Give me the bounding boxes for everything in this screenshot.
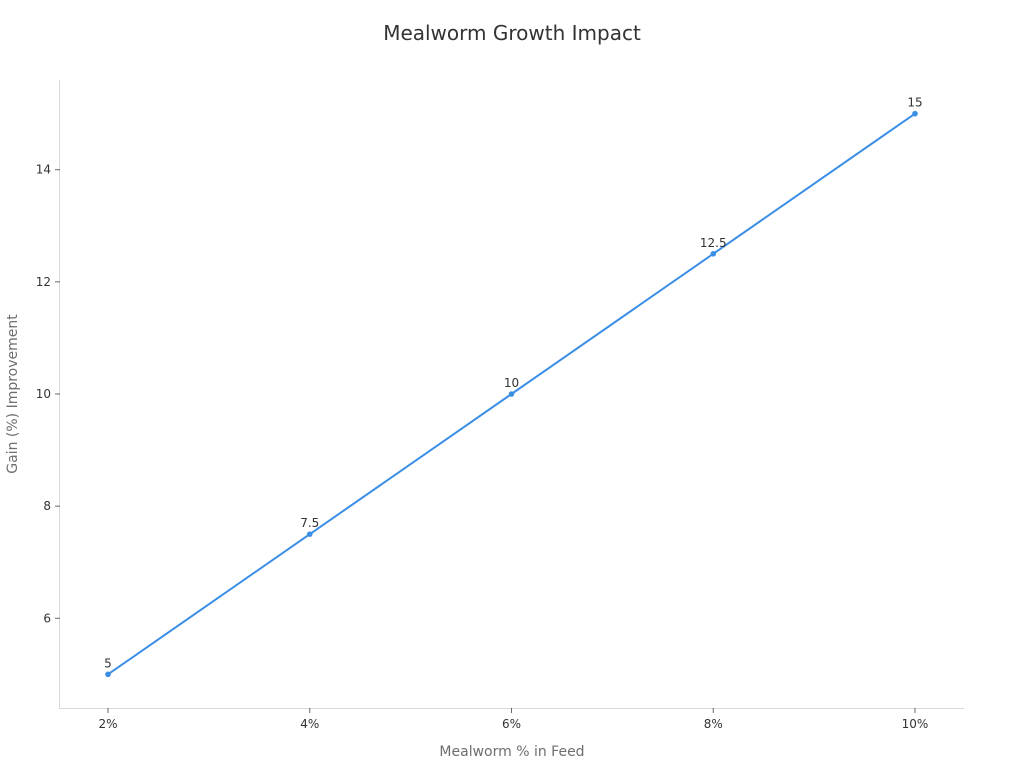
data-label: 12.5 [700, 236, 727, 250]
data-label: 15 [907, 96, 922, 110]
data-point [508, 391, 515, 397]
data-label: 7.5 [300, 516, 319, 530]
y-tick-label: 14 [36, 163, 51, 177]
x-axis-label: Mealworm % in Feed [439, 744, 584, 760]
x-tick-label: 6% [502, 717, 521, 731]
y-axis-ticks: 6 8 10 12 14 [36, 163, 60, 625]
data-point [105, 671, 111, 678]
y-tick-label: 10 [36, 387, 51, 401]
y-tick-label: 6 [43, 611, 51, 625]
x-tick-label: 8% [704, 717, 723, 731]
x-tick-label: 10% [902, 717, 929, 731]
x-tick-label: 2% [98, 717, 117, 731]
data-point [306, 531, 313, 537]
x-tick-label: 4% [300, 717, 319, 731]
data-point [912, 110, 918, 117]
data-label: 10 [504, 376, 519, 390]
data-point [710, 251, 717, 257]
y-tick-label: 8 [43, 499, 51, 513]
chart-title: Mealworm Growth Impact [383, 21, 641, 45]
x-axis-ticks: 2% 4% 6% 8% 10% [98, 708, 928, 731]
data-label: 5 [104, 656, 112, 670]
series-layer: 5 7.5 10 12.5 15 [104, 96, 923, 678]
y-axis-label: Gain (%) Improvement [5, 314, 21, 474]
y-tick-label: 12 [36, 275, 51, 289]
